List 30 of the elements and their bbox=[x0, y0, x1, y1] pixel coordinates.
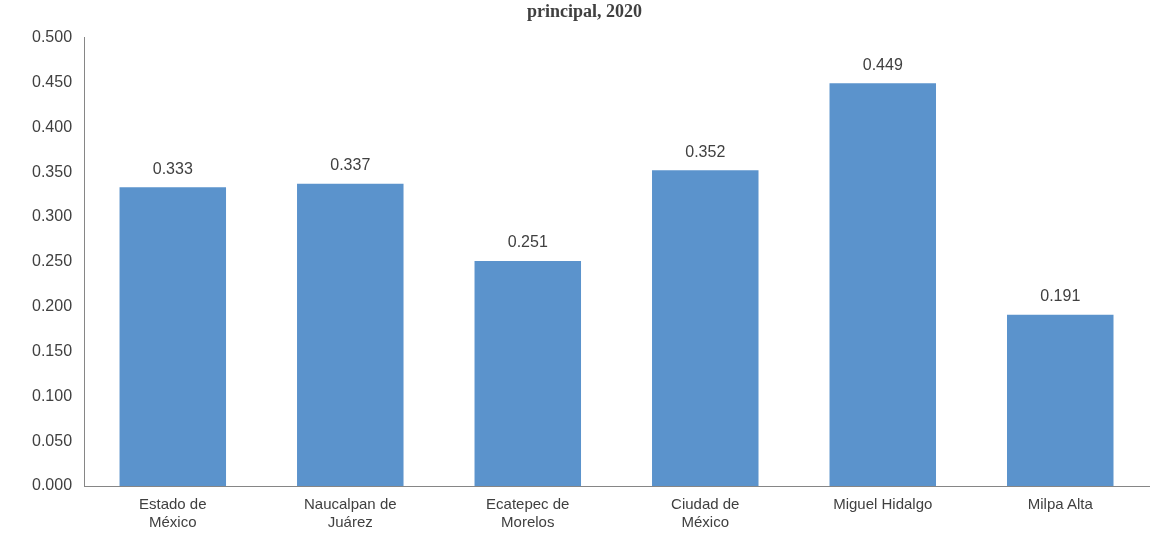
data-label: 0.333 bbox=[152, 159, 193, 177]
bar bbox=[474, 260, 582, 486]
y-tick-label: 0.300 bbox=[31, 207, 73, 225]
y-tick-label: 0.400 bbox=[31, 117, 73, 135]
y-tick-label: 0.150 bbox=[31, 341, 73, 359]
x-tick-label: Estado de México bbox=[139, 495, 207, 531]
bar bbox=[297, 183, 404, 486]
x-tick-label: Miguel Hidalgo bbox=[833, 495, 933, 513]
y-tick-label: 0.050 bbox=[31, 431, 73, 449]
y-tick-label: 0.500 bbox=[31, 28, 73, 46]
data-label: 0.449 bbox=[862, 55, 903, 73]
y-tick-label: 0.000 bbox=[31, 476, 73, 494]
y-tick-label: 0.350 bbox=[31, 162, 73, 180]
data-label: 0.251 bbox=[507, 233, 548, 251]
data-label: 0.352 bbox=[685, 142, 726, 160]
y-tick-label: 0.100 bbox=[31, 386, 73, 404]
bar bbox=[119, 187, 227, 486]
x-tick-label: Ecatepec de Morelos bbox=[486, 495, 570, 531]
bar bbox=[1007, 314, 1114, 486]
data-label: 0.191 bbox=[1040, 287, 1081, 305]
x-tick-label: Ciudad de México bbox=[671, 495, 740, 531]
chart-title: principal, 2020 bbox=[526, 1, 643, 22]
bar bbox=[829, 83, 937, 486]
x-tick-label: Naucalpan de Juárez bbox=[303, 495, 397, 531]
bar bbox=[652, 170, 759, 486]
y-tick-label: 0.450 bbox=[31, 72, 73, 90]
y-tick-label: 0.250 bbox=[31, 252, 73, 270]
y-tick-label: 0.200 bbox=[31, 297, 73, 315]
data-label: 0.337 bbox=[330, 156, 371, 174]
x-tick-label: Milpa Alta bbox=[1027, 495, 1094, 513]
